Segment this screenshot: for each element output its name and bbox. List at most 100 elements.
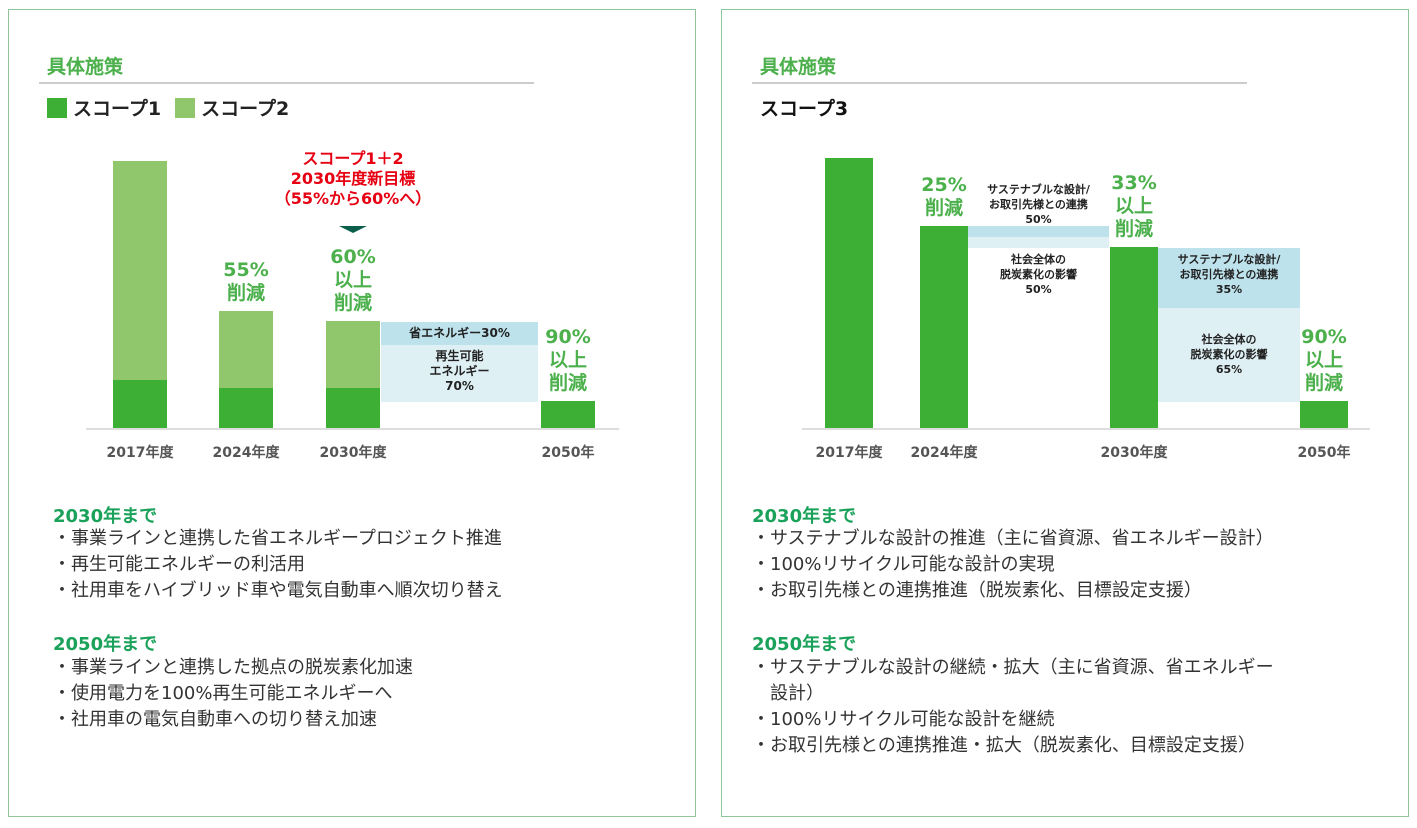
section-items-2050: ・事業ラインと連携した拠点の脱炭素化加速 ・使用電力を100%再生可能エネルギー…: [53, 655, 693, 733]
x-tick-label: 2050年: [1297, 445, 1351, 461]
legend-swatch-scope1: [47, 97, 67, 118]
reduction-label-line: 以上: [1114, 195, 1153, 218]
bridge-line: サステナブルな設計/: [1177, 253, 1281, 266]
bridge-energy-saving: 省エネルギー30%: [381, 322, 538, 345]
note-line: スコープ1＋2: [302, 149, 404, 168]
reduction-label-line: 以上: [1304, 349, 1343, 371]
arrow-down-icon: [339, 226, 367, 233]
list-item: 設計）: [752, 683, 824, 704]
bridge-line: 再生可能: [435, 349, 484, 363]
reduction-label: 33% 以上 削減: [1094, 172, 1174, 241]
list-item: ・お取引先様との連携推進（脱炭素化、目標設定支援）: [752, 580, 1202, 601]
reduction-label-line: 60%: [330, 246, 376, 269]
section-title-2050: 2050年まで: [53, 634, 158, 655]
reduction-label-line: 25%: [921, 173, 967, 196]
list-item: ・社用車の電気自動車への切り替え加速: [53, 709, 377, 730]
heading: 具体施策: [47, 56, 124, 78]
section-title-2030: 2030年まで: [53, 506, 158, 527]
bridge-line: 65%: [1215, 363, 1243, 376]
bar-2017年度: [113, 161, 167, 380]
reduction-label: 55% 削減: [206, 259, 286, 305]
bridge-line: 社会全体の: [1011, 253, 1066, 266]
reduction-label-line: 55%: [223, 258, 269, 281]
note-line: （55%から60%へ）: [274, 189, 432, 208]
bridge-line: 社会全体の: [1201, 333, 1257, 346]
reduction-label-line: 以上: [333, 269, 372, 292]
legend-scope3: スコープ3: [760, 98, 849, 120]
list-item: ・サステナブルな設計の推進（主に省資源、省エネルギー設計）: [752, 528, 1274, 549]
legend-swatch-scope2: [175, 97, 196, 118]
list-item: ・事業ラインと連携した拠点の脱炭素化加速: [53, 657, 413, 678]
list-item: ・お取引先様との連携推進・拡大（脱炭素化、目標設定支援）: [752, 735, 1256, 756]
divider: [752, 82, 1247, 84]
bridge-2024-bottom-label: 社会全体の 脱炭素化の影響 50%: [968, 252, 1109, 297]
section-items-2030: ・事業ラインと連携した省エネルギープロジェクト推進 ・再生可能エネルギーの利活用…: [53, 526, 693, 604]
x-axis: [86, 428, 619, 430]
section-items-2030: ・サステナブルな設計の推進（主に省資源、省エネルギー設計） ・100%リサイクル…: [752, 526, 1392, 604]
bridge-renewable: 再生可能 エネルギー 70%: [381, 345, 538, 402]
list-item: ・再生可能エネルギーの利活用: [53, 554, 305, 575]
bar-2050年: [541, 401, 595, 428]
bridge-line: 70%: [445, 379, 474, 393]
bar-2030年度: [326, 321, 380, 388]
bridge-2030-sustainable: サステナブルな設計/ お取引先様との連携 35%: [1158, 248, 1300, 308]
bridge-line: 35%: [1215, 283, 1243, 296]
x-tick-label: 2024年度: [212, 445, 280, 461]
section-title-2030: 2030年まで: [752, 506, 857, 527]
bridge-line: お取引先様との連携: [989, 198, 1088, 211]
bar-2030年度: [1110, 247, 1158, 428]
reduction-label: 90% 以上 削減: [1284, 326, 1364, 395]
x-tick-label: 2017年度: [815, 445, 883, 461]
section-title-2050: 2050年まで: [752, 634, 857, 655]
x-tick-label: 2017年度: [106, 445, 174, 461]
bridge-line: お取引先様との連携: [1179, 268, 1279, 281]
reduction-label-line: 削減: [548, 372, 587, 395]
list-item: ・社用車をハイブリッド車や電気自動車へ順次切り替え: [53, 580, 503, 601]
bridge-2024-top-label: サステナブルな設計/ お取引先様との連携 50%: [968, 182, 1109, 227]
bar-2024年度: [920, 225, 968, 428]
reduction-label-line: 90%: [1301, 326, 1347, 348]
list-item: ・サステナブルな設計の継続・拡大（主に省資源、省エネルギー: [752, 657, 1274, 678]
x-tick-label: 2030年度: [319, 445, 387, 461]
x-axis: [802, 428, 1370, 430]
x-tick-label: 2030年度: [1100, 445, 1168, 461]
list-item: ・100%リサイクル可能な設計の実現: [752, 554, 1055, 575]
bridge-line: エネルギー: [429, 364, 490, 378]
reduction-label-line: 削減: [226, 281, 265, 304]
list-item: ・使用電力を100%再生可能エネルギーへ: [53, 683, 393, 704]
bridge-2024-sustainable: [968, 226, 1109, 237]
bar-2050年: [1300, 401, 1348, 428]
bar-2024年度: [219, 387, 273, 428]
x-tick-label: 2024年度: [910, 445, 978, 461]
bridge-line: 50%: [1025, 283, 1052, 296]
bridge-line: 脱炭素化の影響: [1000, 268, 1077, 281]
reduction-label-line: 削減: [924, 196, 963, 219]
bridge-2024-society: [968, 237, 1109, 248]
reduction-label-line: 削減: [333, 292, 372, 315]
legend-scope2: スコープ2: [201, 98, 290, 120]
reduction-label-line: 削減: [1114, 218, 1153, 241]
list-item: ・事業ラインと連携した省エネルギープロジェクト推進: [53, 528, 502, 549]
reduction-label-line: 33%: [1111, 172, 1157, 195]
x-tick-label: 2050年: [541, 445, 595, 461]
reduction-label-line: 90%: [545, 326, 591, 349]
bar-2017年度: [113, 379, 167, 428]
bar-2030年度: [326, 387, 380, 428]
left-panel: 具体施策 スコープ1 スコープ2 2017年度 2024年度 55% 削減 2030年度…: [8, 9, 696, 817]
new-target-note: スコープ1＋2 2030年度新目標 （55%から60%へ）: [253, 149, 453, 209]
bridge-line: 50%: [1025, 213, 1052, 226]
section-items-2050: ・サステナブルな設計の継続・拡大（主に省資源、省エネルギー 設計） ・100%リ…: [752, 655, 1392, 759]
bar-2024年度: [219, 310, 273, 388]
bar-2017年度: [825, 158, 873, 428]
reduction-label: 90% 以上 削減: [528, 326, 608, 395]
list-item: ・100%リサイクル可能な設計を継続: [752, 709, 1055, 730]
heading: 具体施策: [760, 56, 837, 78]
reduction-label: 60% 以上 削減: [313, 246, 393, 315]
right-panel: 具体施策 スコープ3 2017年度 2024年度 25% 削減 2030年度 33% 以上削…: [721, 9, 1409, 817]
legend-scope1: スコープ1: [73, 98, 162, 120]
legend: スコープ1 スコープ2: [47, 94, 289, 121]
bridge-line: サステナブルな設計/: [987, 183, 1090, 196]
bridge-2030-society: 社会全体の 脱炭素化の影響 65%: [1158, 308, 1300, 402]
divider: [39, 82, 534, 84]
reduction-label: 25% 削減: [904, 174, 984, 220]
